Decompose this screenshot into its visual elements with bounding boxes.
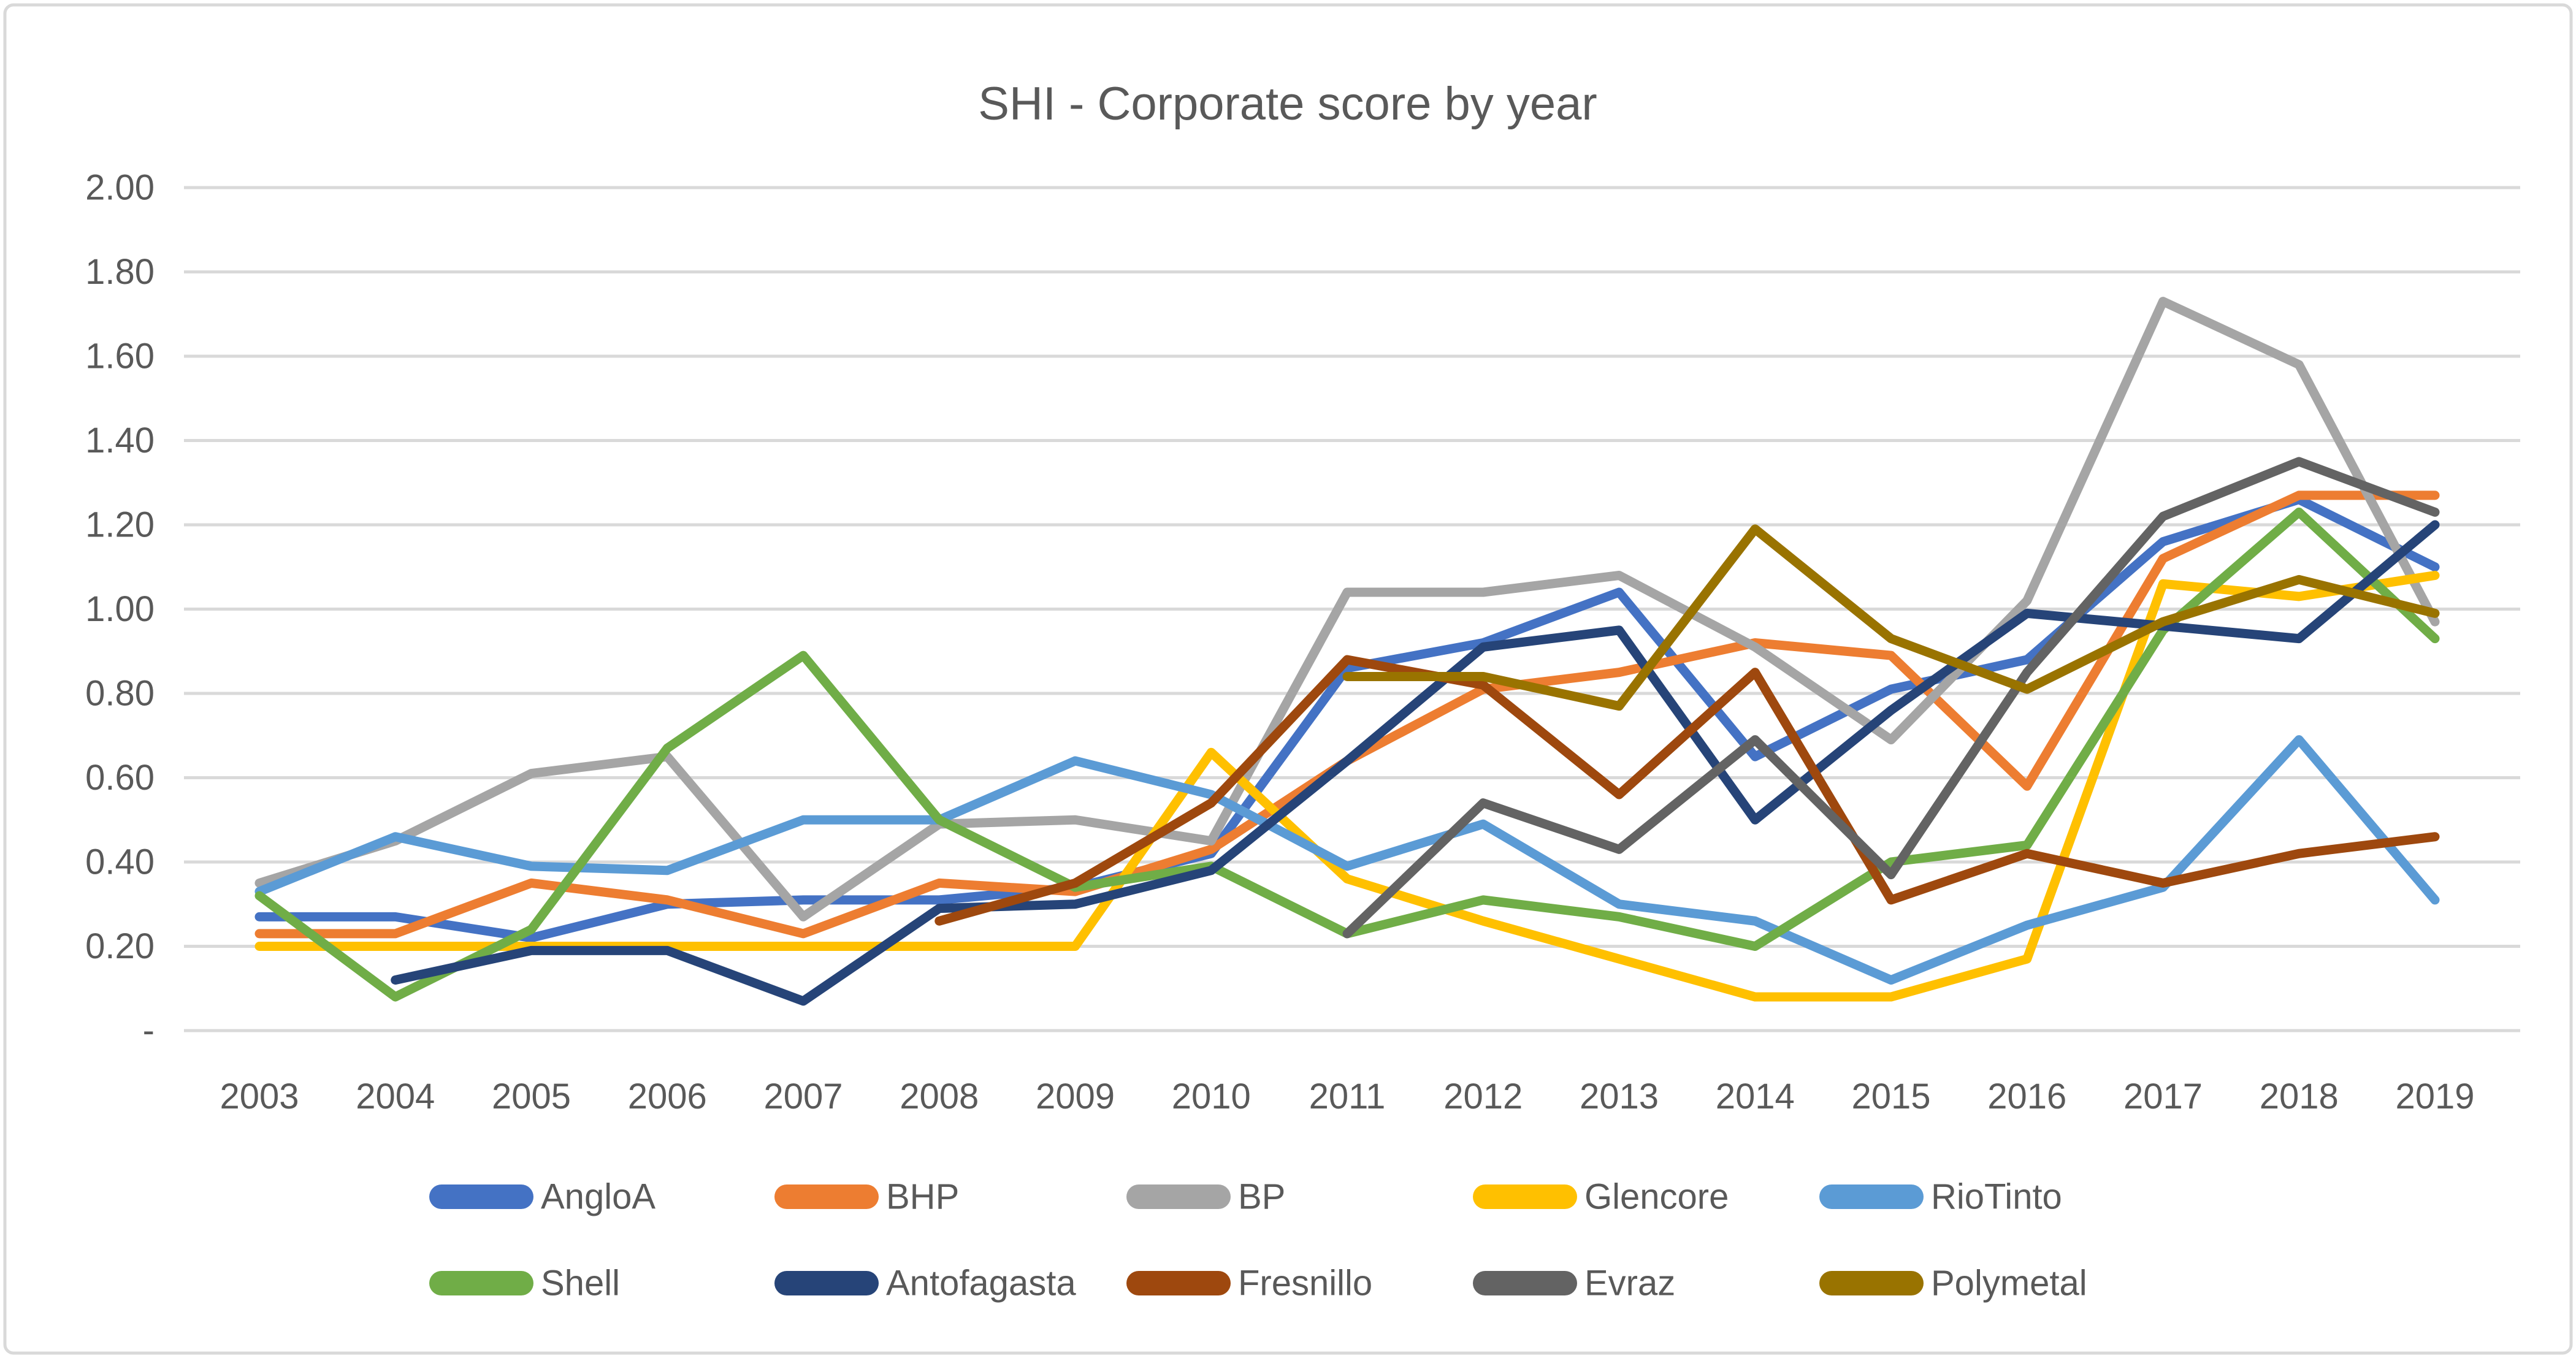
x-tick-label: 2007 [763, 1077, 843, 1116]
legend-swatch-Fresnillo [1126, 1271, 1231, 1295]
legend-item-BP: BP [1126, 1177, 1285, 1217]
legend-item-Fresnillo: Fresnillo [1126, 1264, 1372, 1303]
x-tick-label: 2014 [1716, 1077, 1795, 1116]
x-tick-label: 2009 [1036, 1077, 1115, 1116]
series-line-Fresnillo [934, 655, 2440, 926]
legend-swatch-BP [1126, 1184, 1231, 1209]
y-tick-label: 1.60 [85, 337, 155, 376]
legend-label: RioTinto [1931, 1177, 2062, 1217]
x-tick-label: 2005 [492, 1077, 571, 1116]
y-tick-label: 1.00 [85, 589, 155, 629]
x-tick-label: 2011 [1309, 1077, 1386, 1116]
legend-item-Glencore: Glencore [1473, 1177, 1729, 1217]
legend-label: Polymetal [1931, 1264, 2087, 1303]
x-tick-label: 2003 [220, 1077, 299, 1116]
legend-item-Polymetal: Polymetal [1819, 1264, 2087, 1303]
y-tick-label: 2.00 [85, 168, 155, 208]
legend-swatch-RioTinto [1819, 1184, 1924, 1209]
series-line-BP [254, 297, 2440, 921]
legend-swatch-Evraz [1473, 1271, 1577, 1295]
legend-item-BHP: BHP [774, 1177, 959, 1217]
series-lines [254, 297, 2440, 1006]
x-tick-label: 2012 [1443, 1077, 1523, 1116]
legend-swatch-Glencore [1473, 1184, 1577, 1209]
legend-item-AngloA: AngloA [429, 1177, 655, 1217]
y-tick-label: 1.20 [85, 505, 155, 545]
y-tick-label: 0.80 [85, 674, 155, 714]
x-tick-label: 2008 [900, 1077, 979, 1116]
series-line-Polymetal [1342, 524, 2440, 711]
y-tick-label: 1.40 [85, 421, 155, 460]
chart-title: SHI - Corporate score by year [978, 78, 1597, 130]
y-axis-tick-labels: - 0.20 0.40 0.60 0.80 1.00 1.20 1.40 1.60 1.80 2.0… [85, 168, 155, 1051]
x-tick-label: 2017 [2123, 1077, 2203, 1116]
y-tick-label: 1.80 [85, 252, 155, 292]
legend-label: BP [1238, 1177, 1285, 1217]
y-tick-label: 0.60 [85, 758, 155, 798]
x-tick-label: 2004 [356, 1077, 435, 1116]
y-tick-label: 0.40 [85, 842, 155, 882]
legend-swatch-Antofagasta [774, 1271, 879, 1295]
legend-swatch-AngloA [429, 1184, 533, 1209]
legend-item-RioTinto: RioTinto [1819, 1177, 2062, 1217]
y-tick-label: - [143, 1011, 155, 1051]
legend-label: Glencore [1584, 1177, 1729, 1217]
legend-label: Shell [541, 1264, 620, 1303]
x-tick-label: 2015 [1851, 1077, 1930, 1116]
legend-item-Evraz: Evraz [1473, 1264, 1675, 1303]
legend-item-Antofagasta: Antofagasta [774, 1264, 1076, 1303]
x-tick-label: 2013 [1580, 1077, 1659, 1116]
x-tick-label: 2018 [2260, 1077, 2339, 1116]
x-tick-label: 2010 [1172, 1077, 1251, 1116]
x-axis-tick-labels: 2003 2004 2005 2006 2007 2008 2009 2010 2011 2012… [220, 1077, 2474, 1116]
series-line-RioTinto [254, 735, 2440, 985]
y-tick-label: 0.20 [85, 926, 155, 966]
legend-label: Fresnillo [1238, 1264, 1372, 1303]
legend: AngloA BHP BP Glencore RioTinto Shell Antofaga… [429, 1177, 2087, 1303]
legend-label: AngloA [541, 1177, 655, 1217]
legend-label: BHP [886, 1177, 959, 1217]
legend-swatch-Shell [429, 1271, 533, 1295]
legend-swatch-BHP [774, 1184, 879, 1209]
legend-item-Shell: Shell [429, 1264, 620, 1303]
series-line-Antofagasta [391, 520, 2440, 1006]
series-line-Evraz [1342, 457, 2440, 939]
x-tick-label: 2006 [628, 1077, 707, 1116]
x-tick-label: 2019 [2395, 1077, 2474, 1116]
x-tick-label: 2016 [1987, 1077, 2066, 1116]
chart-border [3, 3, 2573, 1355]
legend-swatch-Polymetal [1819, 1271, 1924, 1295]
legend-label: Evraz [1584, 1264, 1675, 1303]
legend-label: Antofagasta [886, 1264, 1076, 1303]
